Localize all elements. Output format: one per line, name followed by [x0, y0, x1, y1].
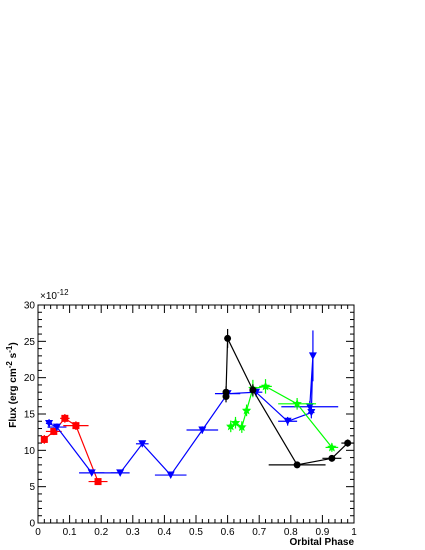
data-point — [138, 440, 147, 448]
y-tick-label: 15 — [24, 410, 36, 421]
data-point — [249, 386, 257, 394]
data-point — [292, 398, 302, 408]
y-multiplier: ×10-12 — [40, 288, 69, 302]
y-axis-title-part: s — [8, 352, 19, 361]
data-point — [198, 426, 207, 434]
y-axis-title-part: Flux (erg cm — [8, 368, 19, 428]
x-tick-label: 0.3 — [126, 527, 140, 538]
data-point — [87, 469, 96, 477]
data-point — [226, 421, 236, 431]
y-tick-labels: 0 5 10 15 20 25 30 — [24, 301, 36, 530]
y-tick-label: 5 — [29, 482, 35, 493]
x-tick-label: 1 — [351, 527, 357, 538]
x-tick-label: 0.7 — [252, 527, 266, 538]
data-point — [305, 403, 314, 411]
y-tick-label: 10 — [24, 446, 36, 457]
series-circle — [222, 328, 354, 469]
data-point — [50, 427, 58, 435]
y-axis-title-exp: -1 — [5, 345, 14, 353]
x-tick-label: 0.4 — [157, 527, 171, 538]
data-point — [293, 461, 301, 469]
x-tick-labels: 0 0.1 0.2 0.3 0.4 0.5 0.6 0.7 0.8 0.9 1 — [35, 527, 357, 538]
data-point — [283, 417, 292, 426]
series-triangle-down — [45, 330, 339, 480]
data-point — [45, 419, 54, 428]
y-multiplier-base: ×10 — [40, 291, 57, 302]
y-axis-title-exp: -2 — [5, 361, 14, 369]
data-point — [52, 423, 61, 432]
axis-ticks — [37, 304, 355, 524]
data-point — [237, 422, 247, 432]
data-point — [224, 334, 232, 342]
y-multiplier-exp: -12 — [57, 288, 69, 297]
x-tick-label: 0.5 — [189, 527, 203, 538]
y-tick-label: 30 — [24, 301, 36, 312]
y-tick-label: 25 — [24, 337, 36, 348]
x-tick-label: 0.6 — [221, 527, 235, 538]
y-axis-title-part: ) — [8, 342, 19, 345]
x-tick-label: 0.2 — [94, 527, 108, 538]
data-point — [241, 405, 252, 415]
data-series — [40, 328, 354, 486]
data-point — [116, 469, 125, 477]
data-point — [40, 435, 48, 443]
data-point — [166, 471, 175, 480]
data-point — [94, 478, 102, 486]
data-point — [308, 352, 317, 360]
y-tick-label: 0 — [29, 519, 35, 530]
data-point — [327, 442, 337, 452]
data-point — [344, 439, 352, 447]
x-tick-label: 0.1 — [63, 527, 77, 538]
x-tick-label: 0 — [35, 527, 41, 538]
data-point — [72, 422, 80, 430]
y-axis-title: Flux (erg cm-2 s-1) — [5, 342, 19, 427]
x-axis-title: Orbital Phase — [290, 537, 355, 548]
data-point — [260, 381, 271, 391]
data-point — [230, 417, 241, 427]
data-point — [61, 414, 69, 422]
x-tick-label: 0.9 — [315, 527, 329, 538]
series-square — [40, 414, 108, 486]
x-tick-label: 0.8 — [284, 527, 298, 538]
data-point — [328, 454, 336, 462]
data-point — [222, 388, 230, 396]
y-tick-label: 20 — [24, 373, 36, 384]
